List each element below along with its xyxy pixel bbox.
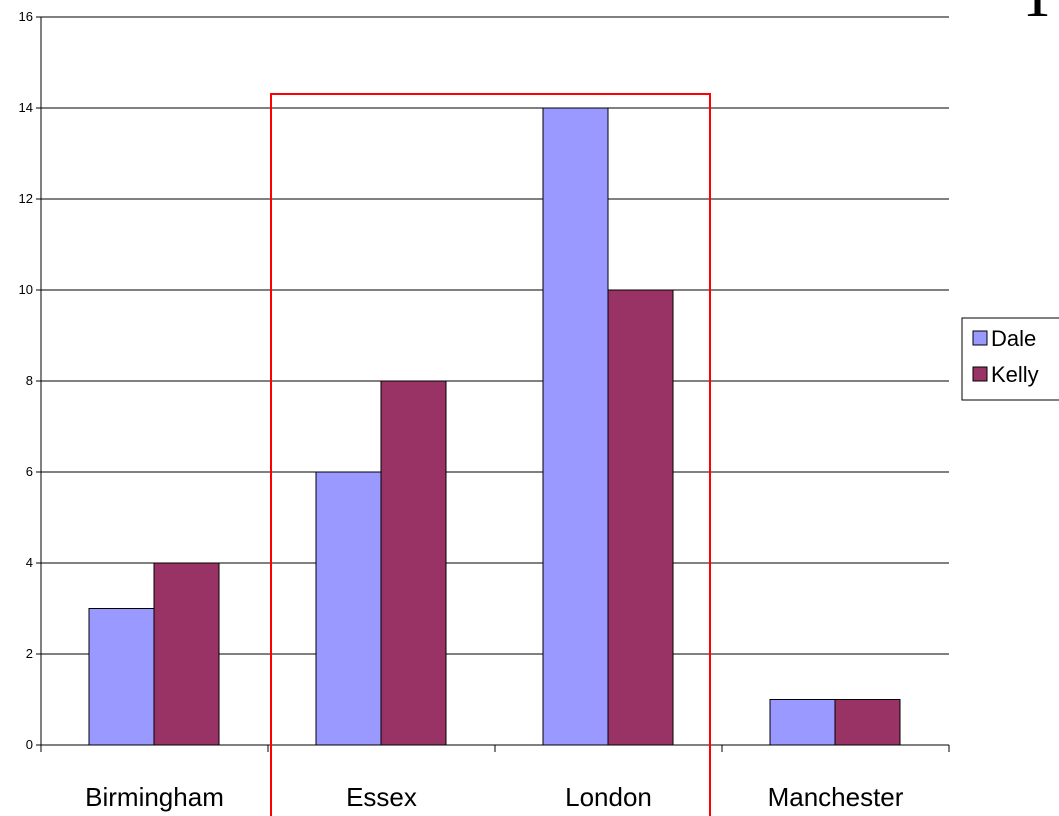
- category-label-london: London: [565, 782, 652, 812]
- bars: [88, 107, 901, 746]
- category-label-essex: Essex: [346, 782, 417, 812]
- bar-kelly-essex: [380, 380, 447, 746]
- y-tick-label: 12: [19, 191, 33, 206]
- partial-title-glyph: T: [1018, 0, 1057, 30]
- bar-dale-london: [542, 107, 609, 746]
- y-tick-label: 10: [19, 282, 33, 297]
- y-tick-label: 4: [26, 555, 33, 570]
- legend-swatch-dale: [972, 330, 988, 346]
- y-tick-label: 8: [26, 373, 33, 388]
- category-label-birmingham: Birmingham: [85, 782, 224, 812]
- gridlines: [41, 16, 949, 655]
- y-tick-labels: 0 2 4 6 8 10 12 14 16: [19, 9, 41, 752]
- y-tick-label: 0: [26, 737, 33, 752]
- highlight-rectangle: [270, 93, 711, 816]
- y-tick-label: 16: [19, 9, 33, 24]
- category-label-manchester: Manchester: [768, 782, 904, 812]
- x-category-labels: Birmingham Essex London Manchester: [40, 745, 950, 812]
- legend: Dale Kelly: [961, 317, 1059, 401]
- y-tick-label: 6: [26, 464, 33, 479]
- bar-kelly-birmingham: [153, 562, 220, 746]
- legend-label-kelly: Kelly: [991, 362, 1039, 387]
- highlight-box: [270, 93, 711, 816]
- bar-dale-manchester: [769, 699, 836, 746]
- legend-swatch-kelly: [972, 366, 988, 382]
- y-tick-label: 14: [19, 100, 33, 115]
- legend-label-dale: Dale: [991, 326, 1036, 351]
- y-tick-label: 2: [26, 646, 33, 661]
- bar-dale-birmingham: [88, 608, 155, 746]
- bar-kelly-london: [607, 289, 674, 746]
- bar-kelly-manchester: [834, 699, 901, 746]
- bar-dale-essex: [315, 471, 382, 746]
